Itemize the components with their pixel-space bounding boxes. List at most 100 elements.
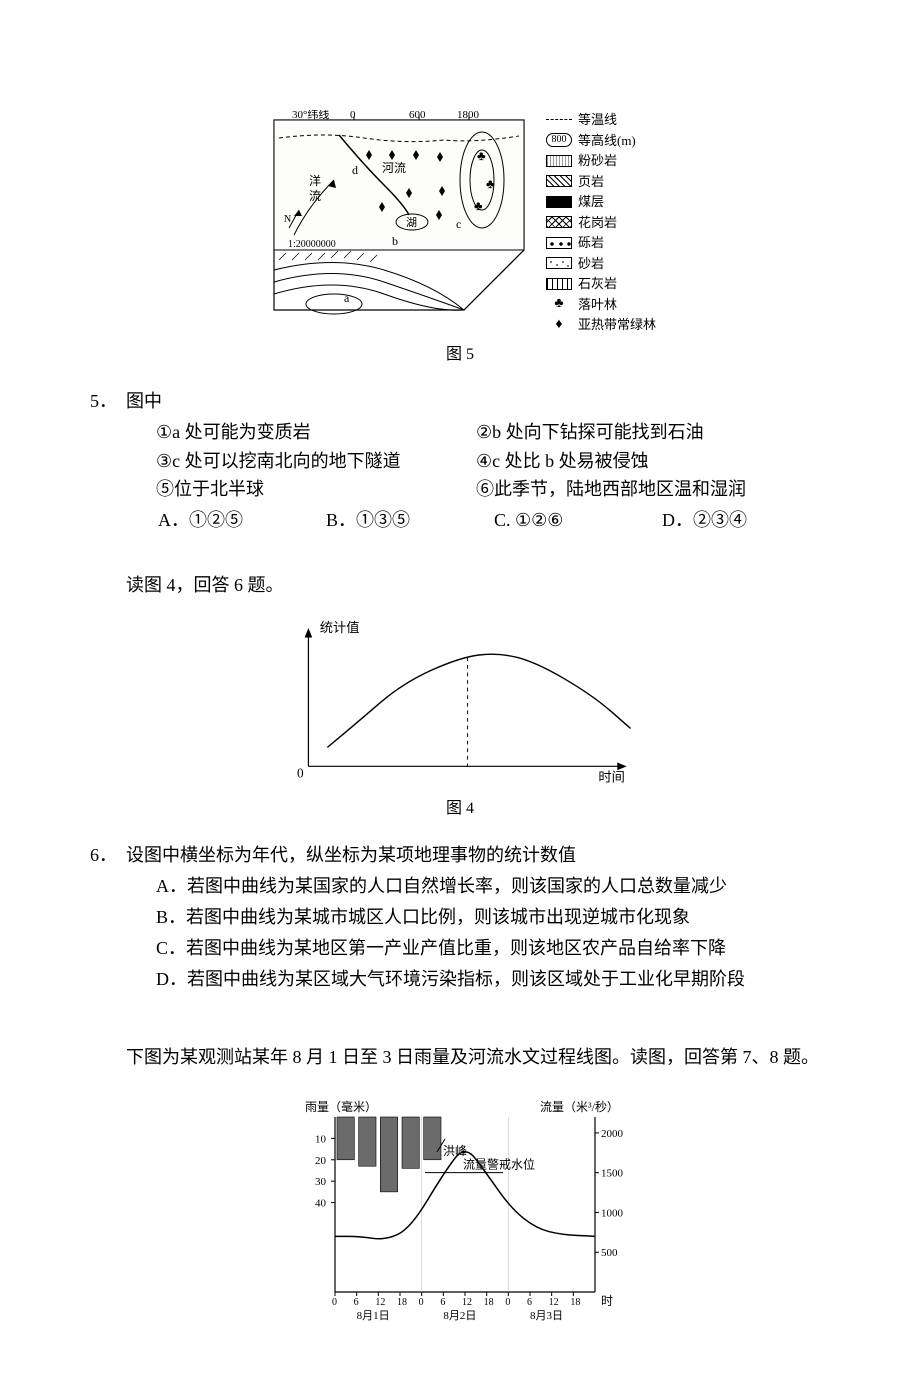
figure5-container: 30°纬线 0 600 1800 河流 湖 洋 流 (90, 110, 830, 367)
svg-text:♣: ♣ (486, 176, 495, 191)
legend-granite: 花岗岩 (546, 213, 656, 233)
legend-shale-label: 页岩 (578, 172, 604, 192)
fig5-n: N (284, 214, 291, 225)
svg-text:♣: ♣ (477, 148, 486, 163)
q5-stem: 图中 (126, 387, 830, 416)
q5-stmt-5: ⑤位于北半球 (156, 475, 476, 504)
svg-text:12: 12 (462, 1297, 472, 1308)
fig5-liu: 流 (309, 189, 321, 203)
svg-text:6: 6 (354, 1297, 359, 1308)
svg-text:8月1日: 8月1日 (357, 1310, 390, 1322)
legend-granite-label: 花岗岩 (578, 213, 617, 233)
svg-text:0: 0 (419, 1297, 424, 1308)
legend-sandstone: 砂岩 (546, 254, 656, 274)
q6-stem: 设图中横坐标为年代，纵坐标为某项地理事物的统计数值 (126, 841, 830, 870)
svg-text:6: 6 (527, 1297, 532, 1308)
legend-limestone-label: 石灰岩 (578, 274, 617, 294)
fig5-v0: 0 (350, 110, 356, 121)
fig5-river: 河流 (382, 161, 406, 175)
figure5-caption: 图 5 (446, 342, 474, 368)
svg-text:0: 0 (505, 1297, 510, 1308)
fig5-v600: 600 (409, 110, 426, 121)
q5-stmt-2: ②b 处向下钻探可能找到石油 (476, 418, 830, 447)
siltstone-icon (546, 155, 572, 167)
svg-text:2000: 2000 (601, 1128, 624, 1140)
svg-text:40: 40 (315, 1198, 327, 1210)
svg-text:6: 6 (440, 1297, 445, 1308)
fig5-lake: 湖 (406, 216, 417, 229)
contour-icon: 800 (546, 133, 572, 147)
figure5-content: 30°纬线 0 600 1800 河流 湖 洋 流 (264, 110, 656, 336)
q5-option-c: C. ①②⑥ (494, 506, 662, 535)
svg-text:10: 10 (315, 1133, 327, 1145)
legend-deciduous: ♣ 落叶林 (546, 295, 656, 315)
legend-siltstone-label: 粉砂岩 (578, 151, 617, 171)
figure5-legend: 等温线 800 等高线(m) 粉砂岩 页岩 煤层 (546, 110, 656, 336)
svg-text:12: 12 (549, 1297, 559, 1308)
fig4-ylabel: 统计值 (320, 620, 360, 635)
granite-icon (546, 216, 572, 228)
fig4-xlabel: 时间 (598, 769, 625, 784)
q5-stmt-4: ④c 处比 b 处易被侵蚀 (476, 447, 830, 476)
legend-coal-label: 煤层 (578, 192, 604, 212)
legend-conglomerate-label: 砾岩 (578, 233, 604, 253)
conglomerate-icon (546, 237, 572, 249)
fig4-origin: 0 (297, 766, 304, 781)
legend-evergreen-label: 亚热带常绿林 (578, 315, 656, 335)
svg-text:♣: ♣ (474, 198, 483, 213)
svg-text:1000: 1000 (601, 1208, 624, 1220)
rainfall-box: 10203040 500100015002000 0612188月1日06121… (285, 1097, 635, 1337)
fig5-a: a (344, 291, 350, 305)
legend-coal: 煤层 (546, 192, 656, 212)
q5-stmt-3: ③c 处可以挖南北向的地下隧道 (156, 447, 476, 476)
fig5-v1800: 1800 (457, 110, 480, 121)
rainfall-svg: 10203040 500100015002000 0612188月1日06121… (285, 1097, 635, 1337)
q6-option-a: A．若图中曲线为某国家的人口自然增长率，则该国家的人口总数量减少 (156, 872, 830, 901)
figure5-box: 30°纬线 0 600 1800 河流 湖 洋 流 (264, 110, 656, 367)
figure4-svg: 统计值 时间 0 (280, 610, 640, 790)
legend-contour: 800 等高线(m) (546, 131, 656, 151)
svg-text:8月3日: 8月3日 (530, 1310, 563, 1322)
legend-siltstone: 粉砂岩 (546, 151, 656, 171)
q5-option-d: D．②③④ (662, 506, 830, 535)
legend-limestone: 石灰岩 (546, 274, 656, 294)
fig5-yang: 洋 (309, 173, 321, 188)
q5-stmt-1: ①a 处可能为变质岩 (156, 418, 476, 447)
legend-isotherm: 等温线 (546, 110, 656, 130)
svg-text:30: 30 (315, 1176, 327, 1188)
isotherm-icon (546, 119, 572, 120)
fig5-scale: 1:20000000 (288, 239, 336, 250)
svg-text:18: 18 (484, 1297, 494, 1308)
figure4-box: 统计值 时间 0 图 4 (280, 610, 640, 822)
instruction-rainfall: 下图为某观测站某年 8 月 1 日至 3 日雨量及河流水文过程线图。读图，回答第… (90, 1029, 830, 1087)
fig5-b: b (392, 234, 398, 248)
svg-text:1500: 1500 (601, 1168, 624, 1180)
legend-evergreen: ♦ 亚热带常绿林 (546, 315, 656, 335)
evergreen-icon: ♦ (546, 319, 572, 331)
q5-option-b: B．①③⑤ (326, 506, 494, 535)
legend-contour-label: 等高线(m) (578, 131, 636, 151)
rain-warning-label: 流量警戒水位 (463, 1157, 535, 1172)
legend-shale: 页岩 (546, 172, 656, 192)
deciduous-icon: ♣ (546, 298, 572, 310)
q6-number: 6． (90, 841, 126, 870)
svg-text:18: 18 (570, 1297, 580, 1308)
rain-flood-peak: 洪峰 (443, 1144, 467, 1158)
rainfall-container: 10203040 500100015002000 0612188月1日06121… (90, 1097, 830, 1337)
fig5-d: d (352, 163, 358, 177)
rain-yleft-label: 雨量（毫米） (305, 1099, 377, 1114)
svg-text:500: 500 (601, 1247, 618, 1259)
svg-text:18: 18 (397, 1297, 407, 1308)
svg-text:8月2日: 8月2日 (443, 1310, 476, 1322)
figure4-caption: 图 4 (446, 796, 474, 822)
legend-conglomerate: 砾岩 (546, 233, 656, 253)
legend-isotherm-label: 等温线 (578, 110, 617, 130)
rain-x-unit: 时 (601, 1294, 613, 1308)
question-5: 5． 图中 ①a 处可能为变质岩 ②b 处向下钻探可能找到石油 ③c 处可以挖南… (90, 387, 830, 535)
fig5-lat: 30°纬线 (292, 110, 329, 121)
svg-text:0: 0 (332, 1297, 337, 1308)
sandstone-icon (546, 257, 572, 269)
figure5-svg: 30°纬线 0 600 1800 河流 湖 洋 流 (264, 110, 534, 320)
legend-deciduous-label: 落叶林 (578, 295, 617, 315)
q5-number: 5． (90, 387, 126, 416)
